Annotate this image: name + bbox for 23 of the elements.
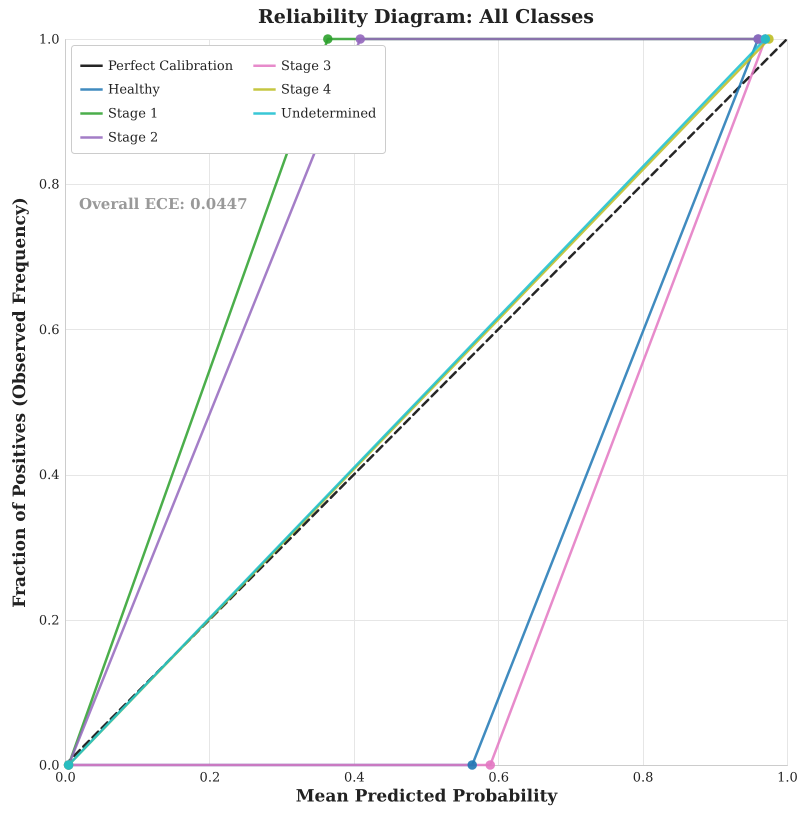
y-tick-label: 0.6 <box>38 322 60 338</box>
y-tick-label: 0.4 <box>38 468 60 484</box>
chart-title: Reliability Diagram: All Classes <box>258 6 594 28</box>
legend-label: Stage 3 <box>281 58 332 74</box>
y-tick-label: 0.0 <box>38 758 60 774</box>
legend-label: Stage 1 <box>108 106 158 122</box>
legend-label: Stage 4 <box>281 82 332 98</box>
y-axis-title: Fraction of Positives (Observed Frequency) <box>10 197 30 608</box>
x-tick-label: 0.8 <box>632 770 654 786</box>
legend-label: Perfect Calibration <box>108 58 234 74</box>
y-tick-label: 1.0 <box>38 32 60 48</box>
x-tick-label: 0.6 <box>488 770 510 786</box>
x-tick-label: 0.2 <box>200 770 220 786</box>
annotation: Overall ECE: 0.0447 <box>79 195 248 213</box>
legend-label: Healthy <box>108 82 161 98</box>
x-axis-title: Mean Predicted Probability <box>296 786 558 806</box>
x-tick-label: 0.4 <box>344 770 365 786</box>
x-tick-label: 0.0 <box>55 770 76 786</box>
legend-label: Undetermined <box>281 106 376 122</box>
legend-label: Stage 2 <box>108 130 158 146</box>
x-tick-label: 1.0 <box>777 770 798 786</box>
y-tick-label: 0.8 <box>38 178 60 193</box>
y-tick-label: 0.2 <box>38 613 60 628</box>
